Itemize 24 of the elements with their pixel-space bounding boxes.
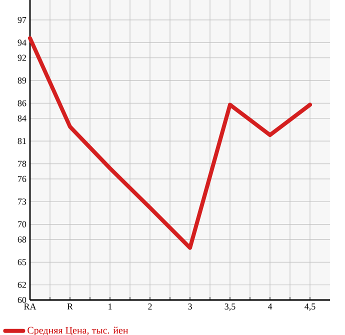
- y-tick-label: 62: [18, 282, 26, 288]
- y-tick-label: 92: [18, 54, 26, 61]
- x-tick-label: 3: [188, 304, 192, 310]
- y-tick-label: 81: [18, 138, 26, 144]
- line-series: [28, 36, 312, 250]
- y-tick-label: 73: [18, 198, 26, 205]
- x-tick-label: RA: [24, 304, 36, 310]
- y-tick-label: 78: [18, 160, 26, 167]
- y-tick-label: 84: [18, 115, 26, 122]
- x-tick-label: 1: [108, 304, 112, 310]
- x-tick-label: 3,5: [224, 304, 236, 311]
- y-tick-label: 86: [18, 100, 26, 106]
- x-tick-label: 4,5: [304, 304, 316, 311]
- y-tick-label: 76: [18, 176, 26, 182]
- y-tick-label: 94: [18, 40, 26, 46]
- x-tick-label: 2: [148, 304, 152, 310]
- x-tick-label: 4: [268, 304, 272, 310]
- y-tick-label: 70: [18, 221, 26, 228]
- y-tick-label: 65: [18, 259, 26, 266]
- y-tick-label: 68: [18, 236, 26, 242]
- y-tick-label: 89: [18, 77, 26, 84]
- y-tick-label: 60: [18, 296, 26, 304]
- y-tick-label: 97: [18, 16, 26, 24]
- x-tick-label: R: [67, 304, 73, 310]
